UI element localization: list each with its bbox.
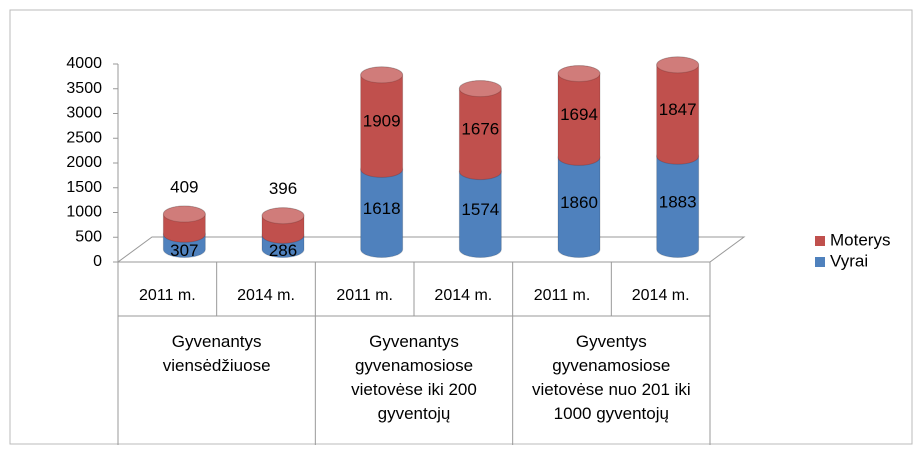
x-tick-label: 2014 m. bbox=[434, 287, 492, 304]
cylinder-segment bbox=[458, 80, 502, 181]
legend-label: Moterys bbox=[830, 230, 890, 249]
legend-label: Vyrai bbox=[830, 251, 868, 270]
y-tick-label: 2000 bbox=[66, 154, 102, 171]
cylinder-top bbox=[360, 66, 404, 84]
x-tick-label: 2011 m. bbox=[139, 287, 196, 304]
legend-swatch bbox=[815, 236, 825, 246]
x-tick-label: 2014 m. bbox=[237, 287, 295, 304]
legend-swatch bbox=[815, 257, 825, 267]
data-label: 396 bbox=[269, 179, 297, 198]
data-label: 1909 bbox=[363, 112, 401, 131]
data-label: 409 bbox=[170, 178, 198, 197]
data-label: 307 bbox=[170, 241, 198, 260]
cylinder-top bbox=[557, 65, 601, 83]
data-label: 1618 bbox=[363, 199, 401, 218]
group-label: Gyventys gyvenamosiose vietovėse nuo 201… bbox=[531, 332, 691, 423]
x-tick-label: 2014 m. bbox=[632, 287, 690, 304]
data-label: 1883 bbox=[659, 192, 697, 211]
cylinder-top bbox=[261, 207, 305, 225]
data-label: 1847 bbox=[659, 100, 697, 119]
y-tick-label: 0 bbox=[93, 253, 102, 270]
data-label: 286 bbox=[269, 241, 297, 260]
y-tick-label: 3500 bbox=[66, 80, 102, 97]
y-tick-label: 2500 bbox=[66, 129, 102, 146]
y-tick-label: 4000 bbox=[66, 55, 102, 72]
data-label: 1676 bbox=[461, 120, 499, 139]
x-tick-label: 2011 m. bbox=[534, 287, 591, 304]
floor bbox=[116, 236, 746, 263]
y-tick-label: 3000 bbox=[66, 105, 102, 122]
y-tick-label: 1000 bbox=[66, 204, 102, 221]
cylinder-top bbox=[458, 80, 502, 98]
cylinder-top bbox=[162, 205, 206, 223]
y-tick-label: 1500 bbox=[66, 179, 102, 196]
group-label: Gyvenantys gyvenamosiose vietovėse iki 2… bbox=[351, 332, 477, 423]
data-label: 1694 bbox=[560, 105, 598, 124]
x-tick-label: 2011 m. bbox=[336, 287, 393, 304]
data-label: 1860 bbox=[560, 193, 598, 212]
y-tick-label: 500 bbox=[75, 228, 102, 245]
cylinder-top bbox=[656, 56, 700, 74]
group-label: Gyvenantys viensėdžiuose bbox=[162, 332, 271, 375]
data-label: 1574 bbox=[461, 200, 499, 219]
